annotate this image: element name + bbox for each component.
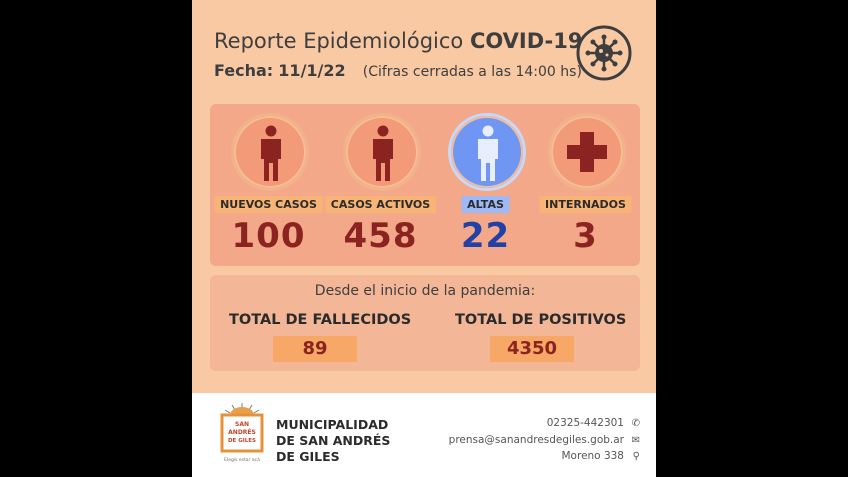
positives-value: 4350 (490, 336, 574, 362)
report-card: Reporte Epidemiológico COVID-19 Fecha: 1… (192, 0, 656, 477)
date-value: 11/1/22 (278, 61, 346, 80)
stat-casos-activos: CASOS ACTIVOS 458 (324, 104, 437, 266)
title-prefix: Reporte Epidemiológico (214, 29, 464, 53)
current-stats-panel: NUEVOS CASOS 100 CASOS ACTIVOS 458 ALTAS (210, 104, 640, 266)
stat-label: NUEVOS CASOS (214, 196, 323, 213)
report-title: Reporte Epidemiológico COVID-19 (214, 29, 583, 53)
stat-value: 22 (460, 216, 511, 256)
deaths-value: 89 (273, 336, 357, 362)
stat-altas: ALTAS 22 (432, 104, 539, 266)
stat-label: INTERNADOS (539, 196, 632, 213)
stat-icon-circle (548, 113, 626, 191)
person-icon (478, 125, 498, 181)
footer: SAN ANDRÉS DE GILES Elegís estar acá MUN… (192, 393, 656, 477)
stat-nuevos-casos: NUEVOS CASOS 100 (214, 104, 323, 266)
stat-icon-circle (343, 113, 421, 191)
municipality-line: DE GILES (276, 449, 340, 464)
virus-icon (576, 25, 632, 81)
municipality-line: MUNICIPALIDAD (276, 417, 389, 432)
cutoff-note: (Cifras cerradas a las 14:00 hs) (362, 64, 582, 80)
mail-icon: ✉ (631, 435, 640, 446)
date-label: Fecha: (214, 61, 274, 80)
municipality-line: DE SAN ANDRÉS (276, 433, 391, 448)
stat-internados: INTERNADOS 3 (532, 104, 639, 266)
svg-text:SAN: SAN (235, 421, 249, 428)
stat-label: CASOS ACTIVOS (324, 196, 437, 213)
date-row: Fecha: 11/1/22 (Cifras cerradas a las 14… (214, 61, 582, 80)
totals-panel: Desde el inicio de la pandemia: TOTAL DE… (210, 275, 640, 371)
stat-value: 458 (343, 216, 418, 256)
person-icon (261, 125, 281, 181)
svg-text:ANDRÉS: ANDRÉS (228, 428, 256, 436)
positives-label: TOTAL DE POSITIVOS (455, 312, 627, 328)
stat-label: ALTAS (461, 196, 510, 213)
phone-text: 02325-442301 (546, 417, 624, 429)
cross-icon (567, 132, 607, 172)
stat-value: 100 (231, 216, 306, 256)
stat-value: 3 (573, 216, 598, 256)
svg-text:Elegís estar acá: Elegís estar acá (224, 456, 260, 463)
contact-address: Moreno 338 ⚲ (562, 450, 641, 462)
municipality-logo: SAN ANDRÉS DE GILES Elegís estar acá (220, 403, 264, 463)
municipality-name: MUNICIPALIDAD DE SAN ANDRÉS DE GILES (276, 417, 406, 465)
title-bold: COVID-19 (469, 29, 583, 53)
stat-icon-circle (448, 113, 526, 191)
phone-icon: ✆ (631, 418, 640, 429)
email-text: prensa@sanandresdegiles.gob.ar (448, 434, 624, 446)
contact-email: prensa@sanandresdegiles.gob.ar ✉ (449, 434, 640, 446)
contact-phone: 02325-442301 ✆ (547, 417, 640, 429)
svg-text:DE GILES: DE GILES (228, 438, 256, 444)
stat-icon-circle (231, 113, 309, 191)
location-pin-icon: ⚲ (632, 451, 640, 462)
address-text: Moreno 338 (561, 450, 625, 462)
since-text: Desde el inicio de la pandemia: (314, 283, 536, 299)
person-icon (373, 125, 393, 181)
deaths-label: TOTAL DE FALLECIDOS (229, 312, 412, 328)
